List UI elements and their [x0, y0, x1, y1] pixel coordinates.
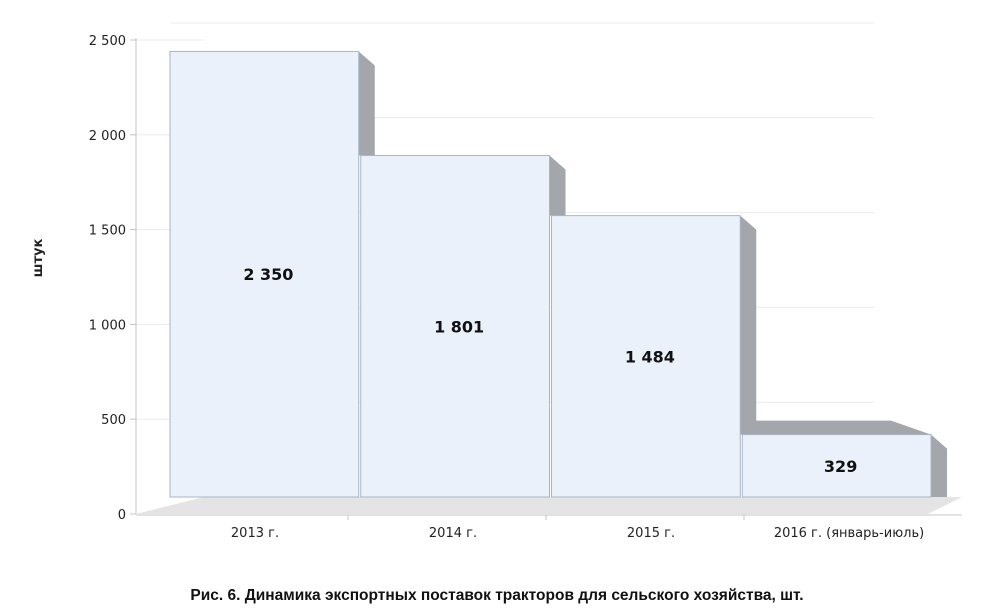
y-tick-label: 0 [118, 508, 126, 523]
y-tick-label: 2 500 [89, 34, 126, 49]
data-label: 329 [824, 457, 857, 476]
data-label: 1 484 [625, 347, 675, 366]
x-tick-label: 2016 г. (январь-июль) [774, 526, 924, 541]
bar-side [549, 155, 566, 216]
y-tick-label: 1 000 [89, 318, 126, 333]
x-tick-label: 2014 г. [429, 526, 477, 541]
bar [551, 215, 741, 498]
bar [741, 434, 932, 498]
data-label: 2 350 [243, 265, 293, 284]
data-label: 1 801 [434, 317, 484, 336]
bar-chart: 0 500 1 000 1 500 2 000 2 500 штук 2 350 1 801 1 … [31, 22, 962, 541]
y-tick-label: 1 500 [89, 224, 126, 239]
bar-side [931, 434, 947, 497]
x-tick-label: 2013 г. [231, 526, 279, 541]
bar-top [742, 420, 931, 435]
y-axis-title: штук [31, 239, 46, 278]
figure-caption: Рис. 6. Динамика экспортных поставок тра… [190, 587, 804, 604]
y-tick-label: 500 [101, 413, 126, 428]
bar [360, 155, 550, 498]
bar-side [358, 51, 375, 156]
x-tick-label: 2015 г. [627, 526, 675, 541]
bar [169, 50, 360, 498]
y-tick-label: 2 000 [89, 129, 126, 144]
bar-side [740, 215, 757, 435]
chart-floor [136, 497, 962, 514]
